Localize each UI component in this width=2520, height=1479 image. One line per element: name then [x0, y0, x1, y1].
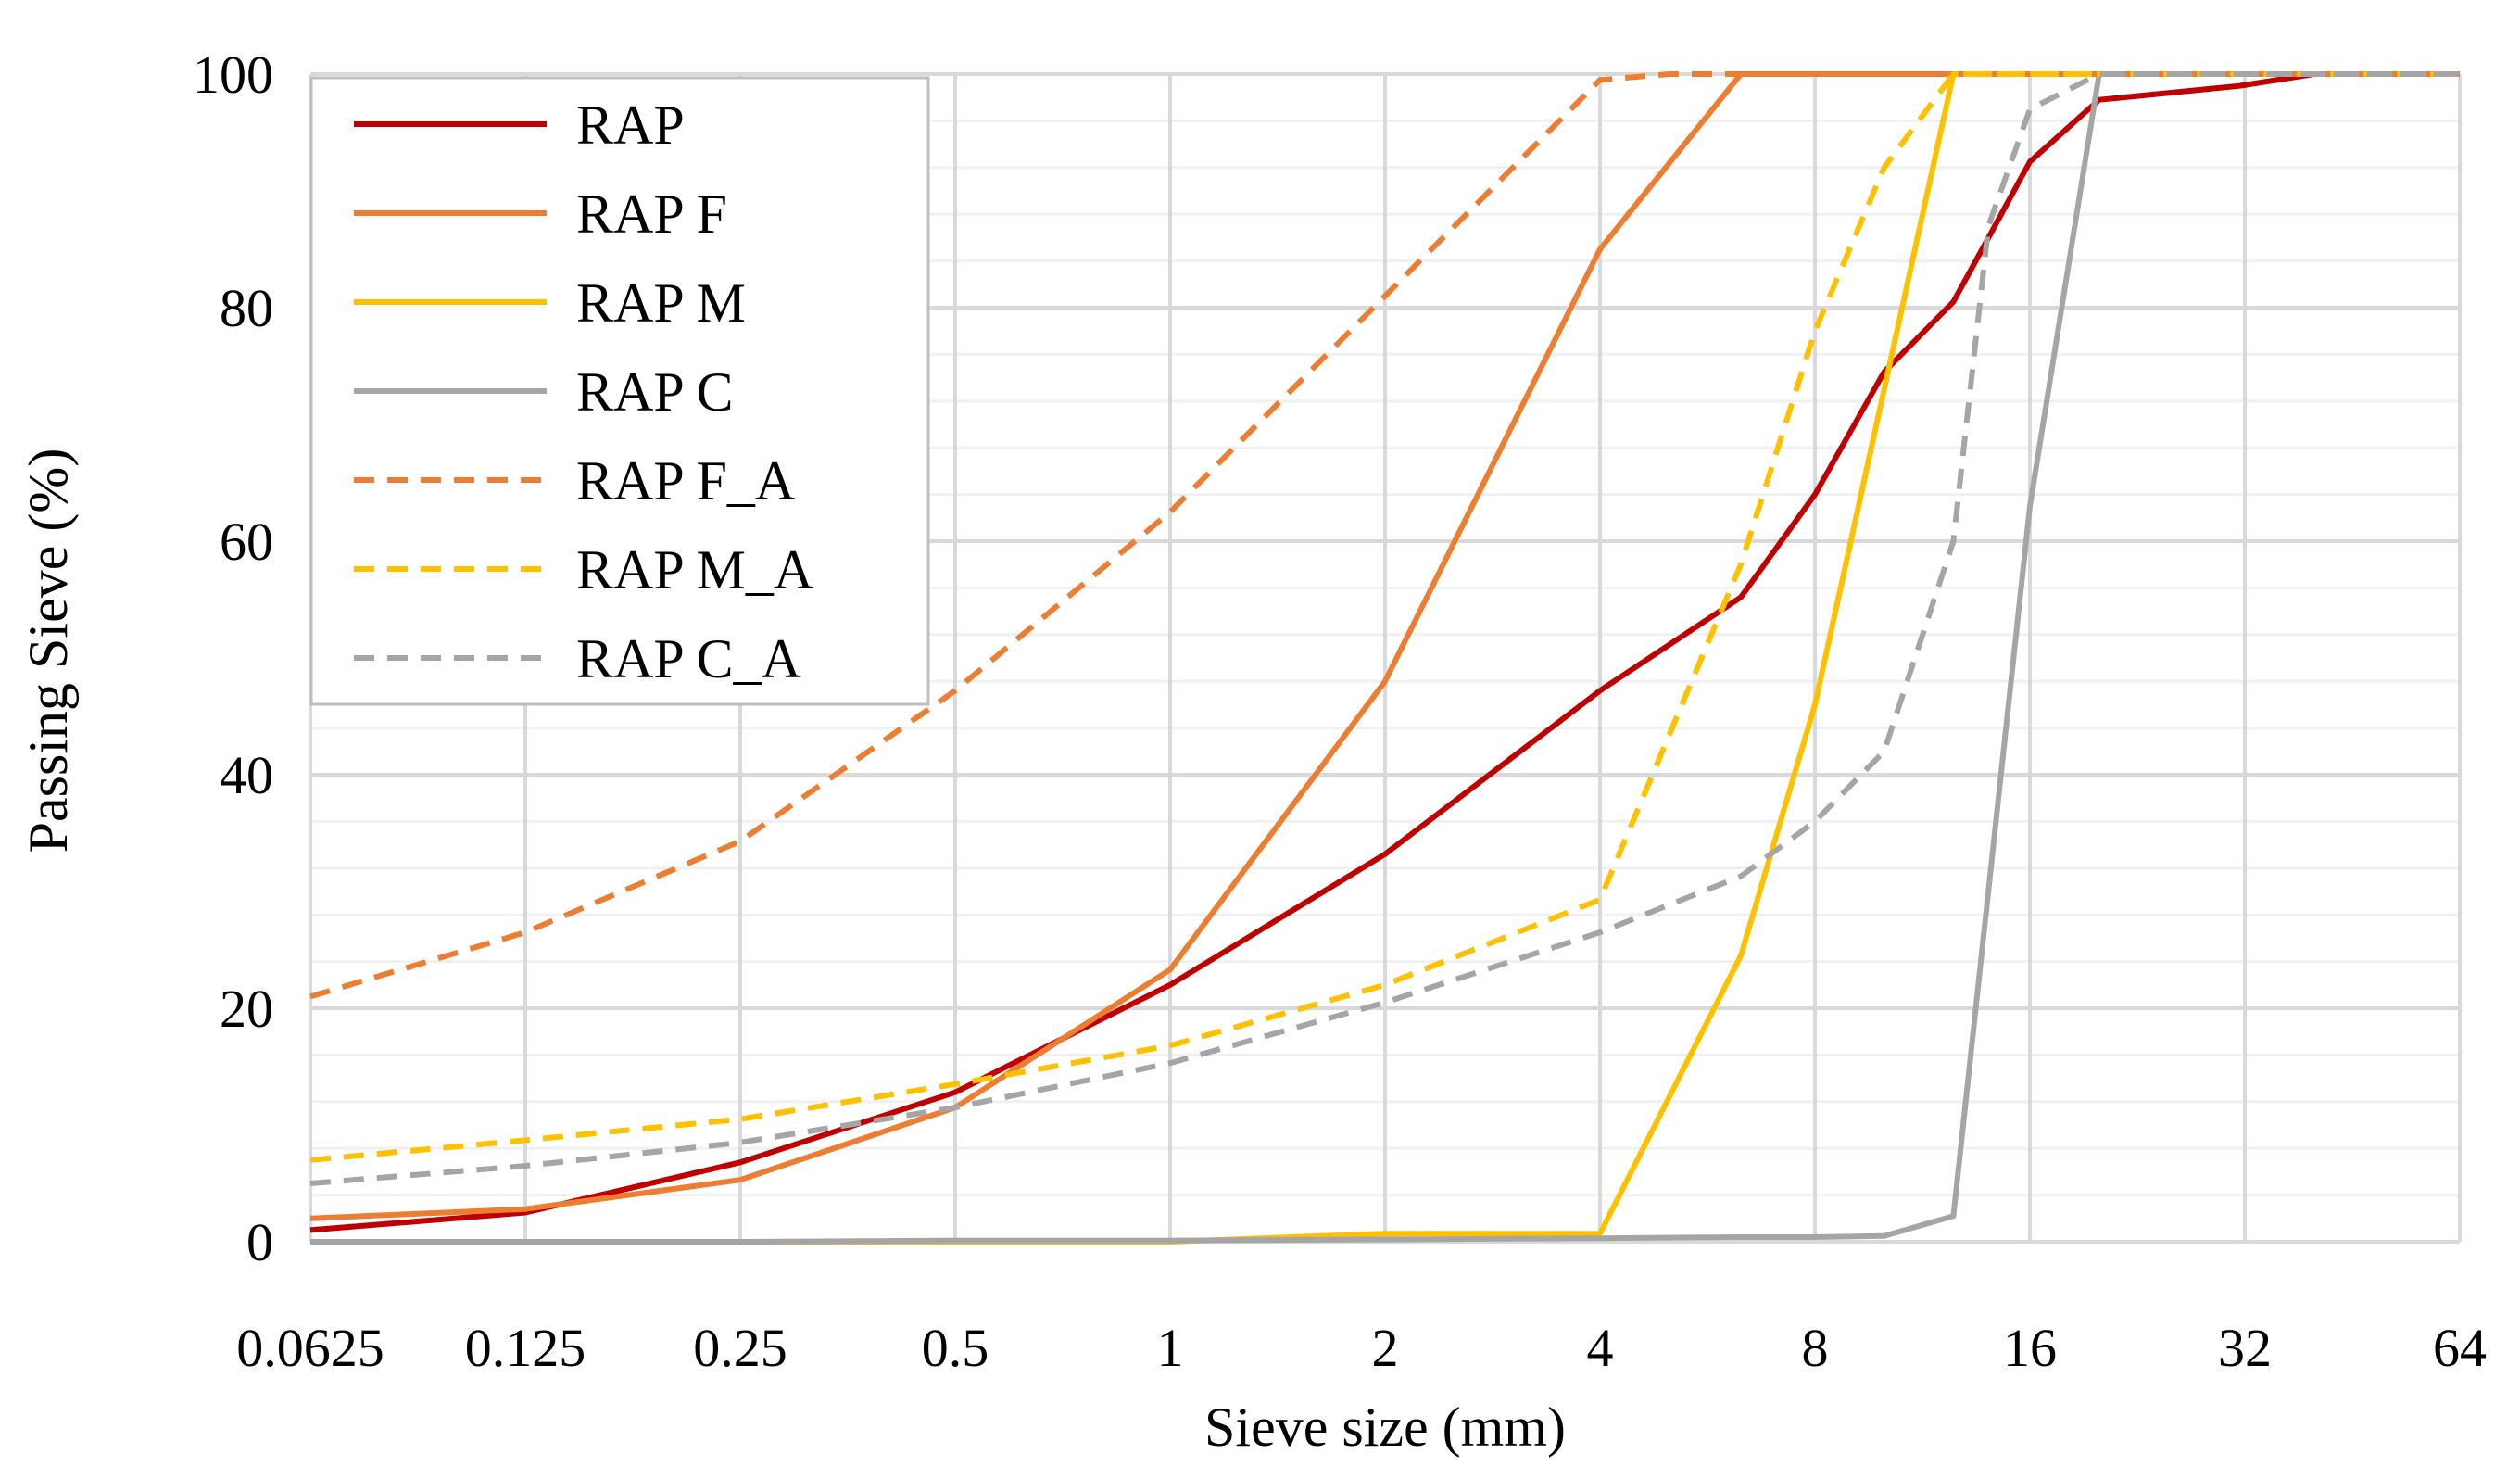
x-axis-title: Sieve size (mm)	[1204, 1397, 1566, 1458]
y-axis-ticks: 0 20 40 60 80 100	[193, 44, 273, 1272]
y-axis-title: Passing Sieve (%)	[18, 449, 79, 853]
series-line	[309, 71, 2460, 1186]
x-tick-label: 16	[2003, 1318, 2057, 1378]
legend-label: RAP M_A	[576, 539, 813, 600]
y-tick-label: 60	[220, 512, 273, 572]
legend-label: RAP F	[576, 183, 727, 245]
x-tick-label: 8	[1802, 1318, 1829, 1378]
x-tick-label: 4	[1587, 1318, 1614, 1378]
legend-label: RAP F_A	[576, 450, 795, 512]
y-tick-label: 20	[220, 979, 273, 1039]
legend-label: RAP C_A	[576, 628, 801, 689]
x-tick-label: 0.5	[922, 1318, 989, 1378]
x-tick-label: 2	[1372, 1318, 1399, 1378]
legend: RAP RAP F RAP M RAP C RAP F_A RAP M_A RAP C_A	[309, 76, 930, 706]
y-tick-label: 40	[220, 745, 273, 805]
x-tick-label: 0.0625	[236, 1318, 384, 1378]
x-axis-ticks: 0.0625 0.125 0.25 0.5 1 2 4 8 16 32 64	[236, 1318, 2487, 1378]
y-tick-label: 0	[246, 1212, 273, 1272]
y-tick-label: 100	[193, 44, 273, 105]
y-tick-label: 80	[220, 278, 273, 338]
series-line	[310, 71, 2460, 1245]
legend-label: RAP M	[576, 272, 746, 334]
x-tick-label: 0.25	[693, 1318, 788, 1378]
x-tick-label: 0.125	[465, 1318, 586, 1378]
series-line	[309, 71, 2460, 1233]
x-tick-label: 32	[2218, 1318, 2272, 1378]
series-lines	[309, 71, 2460, 1245]
series-line	[309, 71, 2460, 1000]
x-tick-label: 64	[2433, 1318, 2487, 1378]
legend-label: RAP C	[576, 361, 734, 423]
x-tick-label: 1	[1157, 1318, 1184, 1378]
legend-label: RAP	[576, 95, 685, 156]
